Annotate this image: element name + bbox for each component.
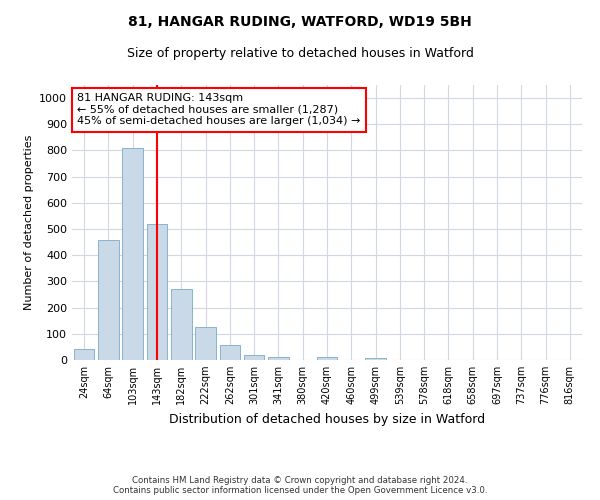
Bar xyxy=(98,240,119,360)
Bar xyxy=(365,358,386,360)
Bar xyxy=(195,328,216,360)
Text: Contains HM Land Registry data © Crown copyright and database right 2024.
Contai: Contains HM Land Registry data © Crown c… xyxy=(113,476,487,495)
Text: 81, HANGAR RUDING, WATFORD, WD19 5BH: 81, HANGAR RUDING, WATFORD, WD19 5BH xyxy=(128,15,472,29)
Y-axis label: Number of detached properties: Number of detached properties xyxy=(23,135,34,310)
Text: 81 HANGAR RUDING: 143sqm
← 55% of detached houses are smaller (1,287)
45% of sem: 81 HANGAR RUDING: 143sqm ← 55% of detach… xyxy=(77,93,361,126)
Text: Size of property relative to detached houses in Watford: Size of property relative to detached ho… xyxy=(127,48,473,60)
Bar xyxy=(122,148,143,360)
Bar xyxy=(244,355,265,360)
Bar xyxy=(171,290,191,360)
Bar xyxy=(74,349,94,360)
Bar xyxy=(146,224,167,360)
X-axis label: Distribution of detached houses by size in Watford: Distribution of detached houses by size … xyxy=(169,412,485,426)
Bar xyxy=(317,357,337,360)
Bar xyxy=(268,357,289,360)
Bar xyxy=(220,345,240,360)
